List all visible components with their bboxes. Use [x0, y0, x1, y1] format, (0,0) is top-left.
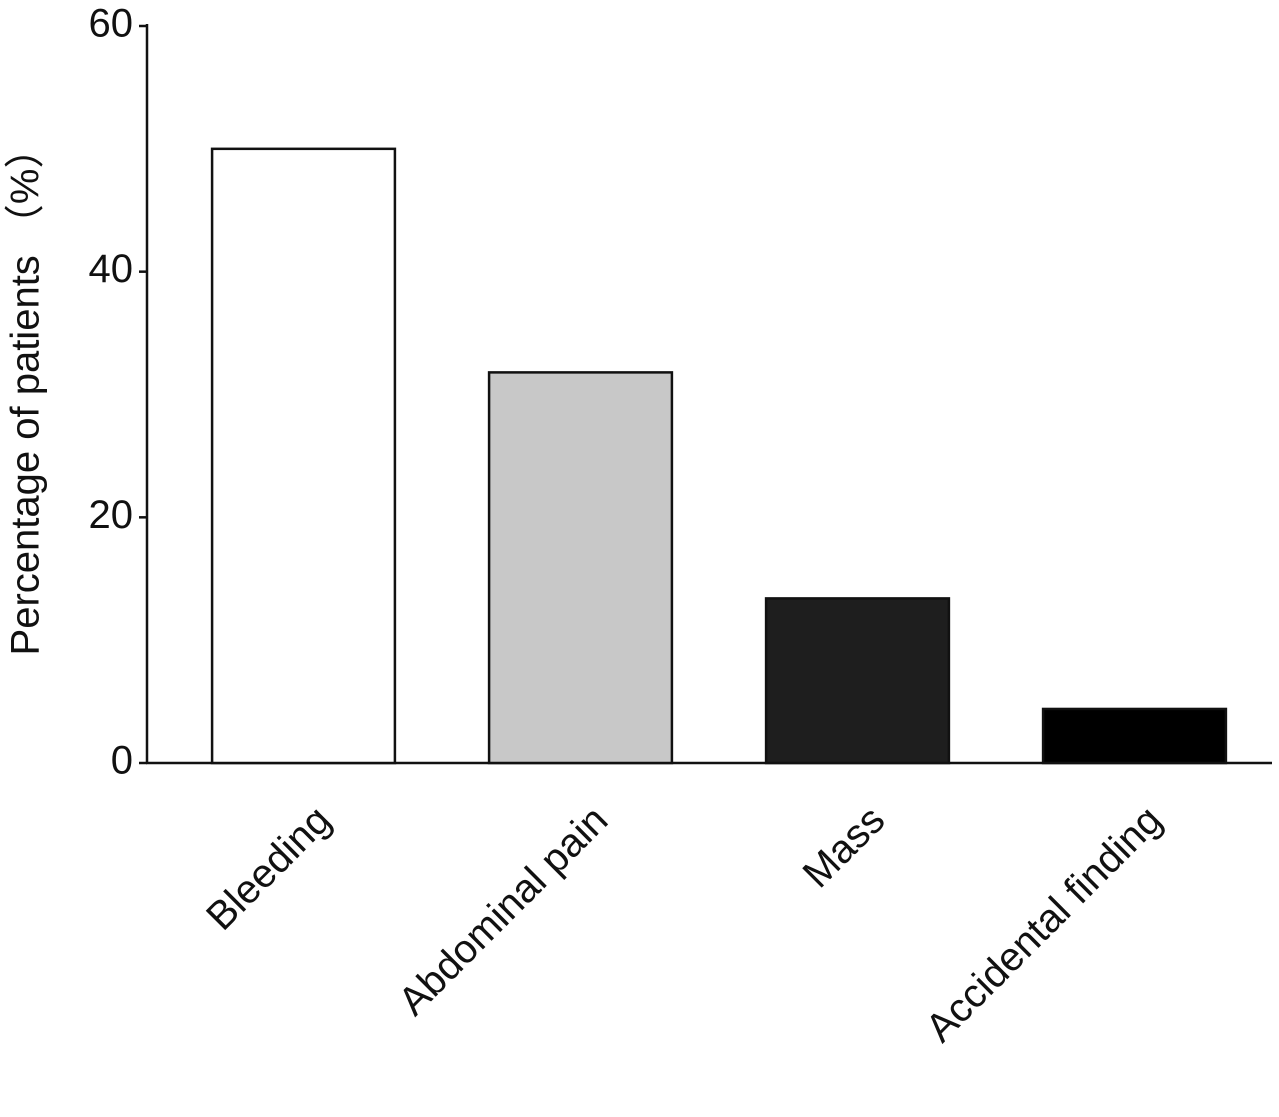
y-tick-label: 40	[89, 247, 134, 291]
bar	[210, 147, 397, 765]
y-tick-label: 0	[111, 739, 133, 783]
y-axis-label: Percentage of patients （%）	[4, 129, 48, 656]
y-tick-label: 20	[89, 493, 134, 537]
x-tick-label: Abdominal pain	[390, 798, 616, 1024]
x-tick-label: Accidental finding	[918, 798, 1171, 1051]
x-tick-label: Mass	[795, 798, 894, 897]
bar	[487, 371, 674, 765]
x-tick-label: Bleeding	[198, 798, 339, 939]
y-tick-label: 60	[89, 2, 134, 46]
bar	[764, 597, 951, 765]
bar	[1041, 707, 1228, 765]
